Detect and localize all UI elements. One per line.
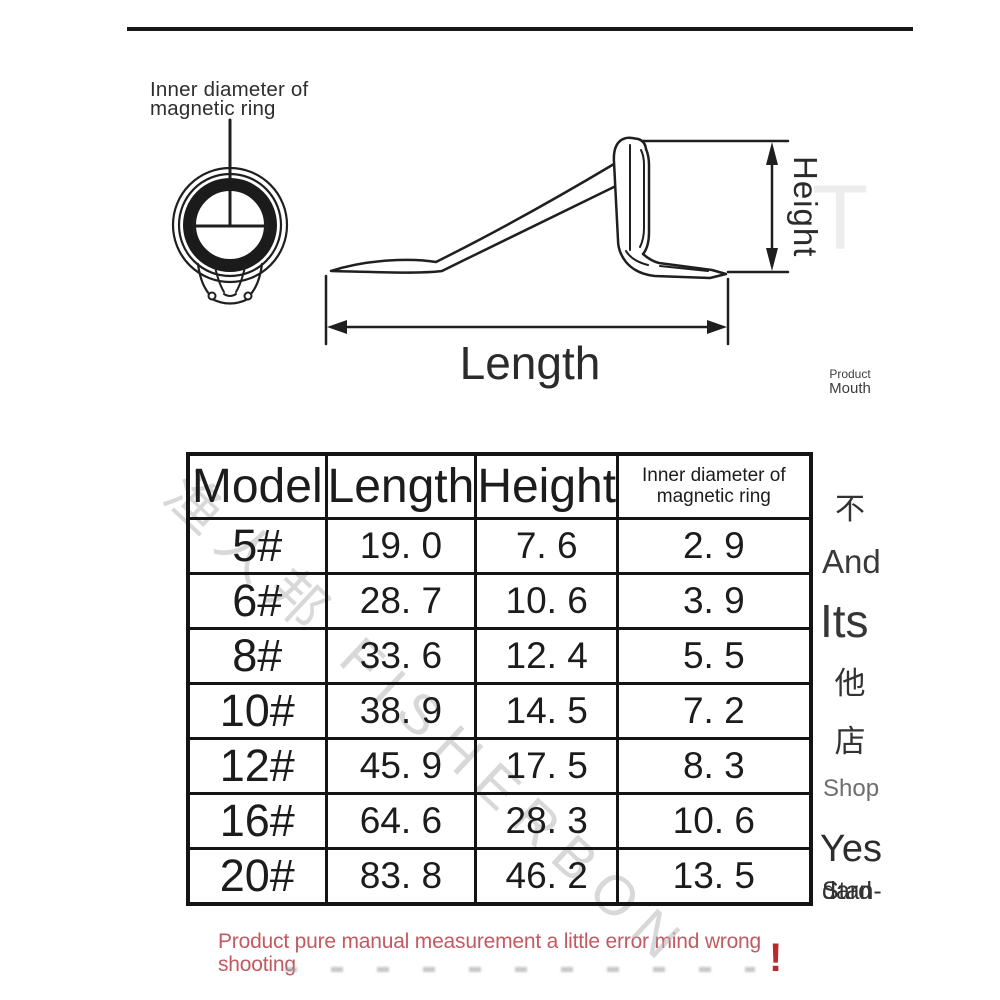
table-row: 10# 38. 9 14. 5 7. 2 bbox=[186, 681, 813, 740]
cell-length: 19. 0 bbox=[324, 516, 478, 575]
watermark-letter-t: T bbox=[812, 167, 869, 269]
annotation-its: Its bbox=[820, 595, 869, 647]
annotation-cjk-ta: 他 bbox=[834, 666, 866, 701]
top-divider-line bbox=[127, 27, 913, 31]
cell-inner: 13. 5 bbox=[616, 846, 813, 905]
cell-height: 7. 6 bbox=[474, 516, 620, 575]
cell-height: 14. 5 bbox=[474, 681, 620, 740]
ring-label-line1: Inner diameter of bbox=[150, 78, 309, 101]
note-line2: shooting bbox=[218, 953, 296, 976]
cell-inner: 5. 5 bbox=[616, 626, 813, 685]
annotation-cjk-dian: 店 bbox=[834, 724, 866, 759]
cell-height: 28. 3 bbox=[474, 791, 620, 850]
table-row: 6# 28. 7 10. 6 3. 9 bbox=[186, 571, 813, 630]
annotation-shop: Shop bbox=[823, 775, 880, 802]
cell-inner: 10. 6 bbox=[616, 791, 813, 850]
header-model: Model bbox=[186, 452, 328, 520]
table-row: 20# 83. 8 46. 2 13. 5 bbox=[186, 846, 813, 905]
ring-inner-diameter-label: Inner diameter of magnetic ring bbox=[150, 78, 309, 120]
annotation-standard-line1: Stan- bbox=[822, 877, 882, 905]
cell-model: 20# bbox=[186, 846, 328, 905]
cell-model: 10# bbox=[186, 681, 328, 740]
cell-length: 33. 6 bbox=[324, 626, 478, 685]
cell-model: 5# bbox=[186, 516, 328, 575]
annotation-standard-line2: dard bbox=[822, 877, 873, 905]
cell-inner: 3. 9 bbox=[616, 571, 813, 630]
ring-label-line2: magnetic ring bbox=[150, 97, 276, 120]
cell-height: 46. 2 bbox=[474, 846, 620, 905]
spec-table: Model Length Height Inner diameter of ma… bbox=[186, 452, 813, 906]
note-line1: Product pure manual measurement a little… bbox=[218, 930, 762, 953]
table-row: 5# 19. 0 7. 6 2. 9 bbox=[186, 516, 813, 575]
header-inner-diameter: Inner diameter of magnetic ring bbox=[616, 452, 813, 520]
table-row: 12# 45. 9 17. 5 8. 3 bbox=[186, 736, 813, 795]
length-label: Length bbox=[459, 337, 601, 389]
measurement-disclaimer-note: Product pure manual measurement a little… bbox=[218, 930, 783, 976]
cell-length: 38. 9 bbox=[324, 681, 478, 740]
annotation-and: And bbox=[822, 543, 881, 580]
cell-model: 6# bbox=[186, 571, 328, 630]
height-label: Height bbox=[787, 156, 824, 258]
header-height: Height bbox=[474, 452, 620, 520]
cell-length: 28. 7 bbox=[324, 571, 478, 630]
cell-height: 12. 4 bbox=[474, 626, 620, 685]
product-mouth-line2: Mouth bbox=[829, 380, 871, 397]
table-row: 16# 64. 6 28. 3 10. 6 bbox=[186, 791, 813, 850]
cell-model: 16# bbox=[186, 791, 328, 850]
cell-model: 8# bbox=[186, 626, 328, 685]
spec-table-header-row: Model Length Height Inner diameter of ma… bbox=[186, 452, 813, 520]
cell-height: 17. 5 bbox=[474, 736, 620, 795]
table-row: 8# 33. 6 12. 4 5. 5 bbox=[186, 626, 813, 685]
product-mouth-caption: Product Mouth bbox=[818, 368, 882, 397]
cell-length: 64. 6 bbox=[324, 791, 478, 850]
cell-model: 12# bbox=[186, 736, 328, 795]
header-length: Length bbox=[324, 452, 478, 520]
side-view-guide-diagram bbox=[324, 136, 790, 346]
exclamation-mark: ! bbox=[769, 936, 783, 980]
cell-inner: 7. 2 bbox=[616, 681, 813, 740]
cell-height: 10. 6 bbox=[474, 571, 620, 630]
product-mouth-line1: Product bbox=[829, 367, 871, 381]
header-inner-line2: magnetic ring bbox=[656, 486, 771, 508]
header-inner-line1: Inner diameter of bbox=[641, 465, 786, 487]
cell-length: 83. 8 bbox=[324, 846, 478, 905]
scan-artifact-smudge bbox=[285, 967, 755, 972]
cell-inner: 2. 9 bbox=[616, 516, 813, 575]
front-view-ring-diagram bbox=[171, 118, 289, 305]
annotation-cjk-bu: 不 bbox=[835, 493, 865, 526]
annotation-yes: Yes bbox=[820, 828, 882, 870]
cell-length: 45. 9 bbox=[324, 736, 478, 795]
cell-inner: 8. 3 bbox=[616, 736, 813, 795]
